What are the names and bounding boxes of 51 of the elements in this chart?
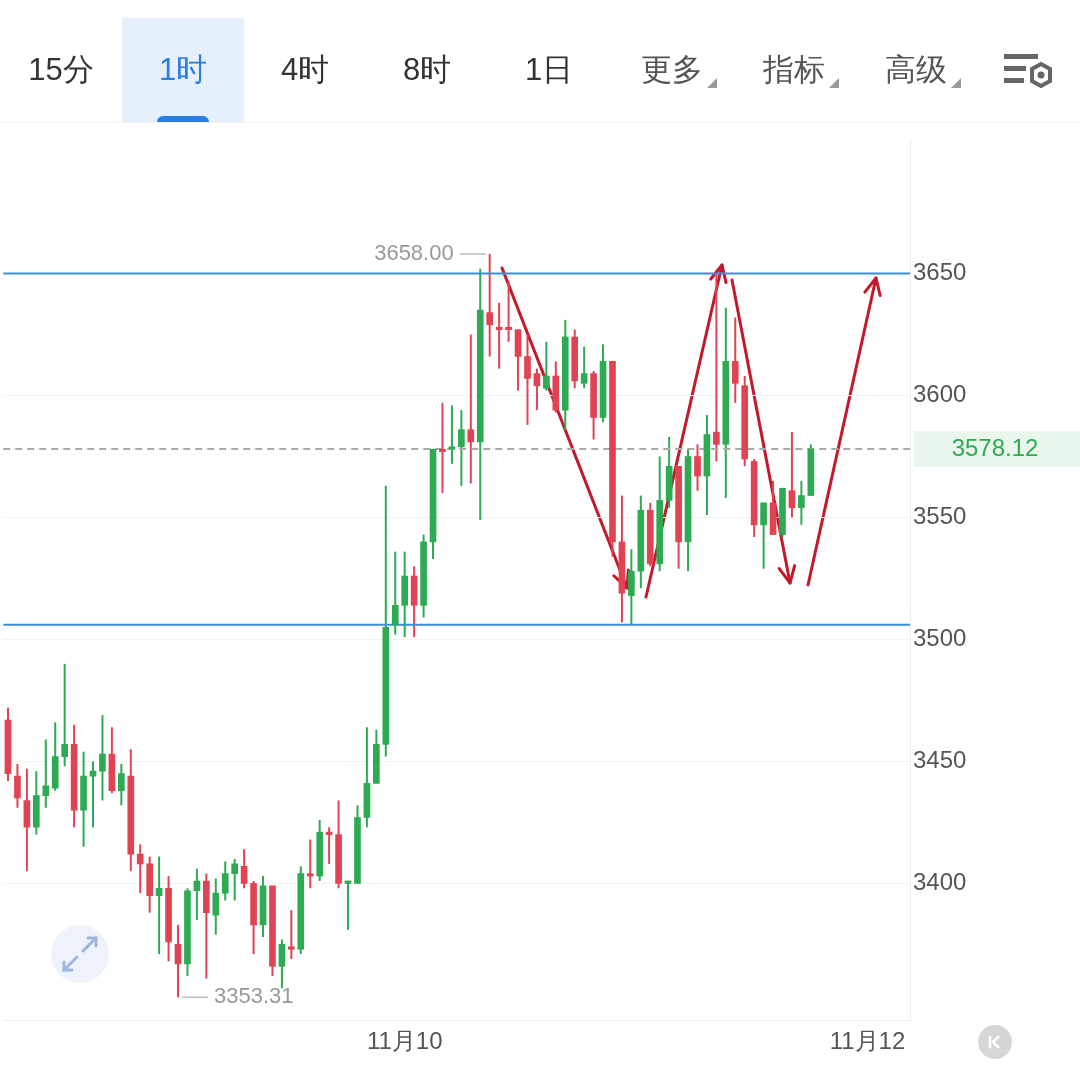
candlestick [391,550,399,636]
annotation: 3353.31 [214,983,294,1009]
ref-line-label: 3578.12 [951,433,1039,461]
text: 15分 [28,51,94,89]
candlestick [458,409,465,487]
text: 8时 [402,51,452,89]
text: 高级 [885,51,947,89]
candlestick [543,340,550,392]
candlestick [467,333,475,485]
candlestick [212,877,220,936]
candlestick [288,909,295,961]
y-tick-label: 3550 [913,502,967,530]
candlestick [155,855,163,956]
candlestick [713,272,720,463]
candlestick [306,838,314,890]
candlestick [788,431,796,519]
candlestick [174,923,182,999]
text: 1时 [158,51,208,89]
annotation: 3658.00 [374,240,454,266]
candlestick [731,316,739,404]
y-tick-label: 3650 [913,258,967,286]
y-tick-label: 3600 [913,380,967,408]
y-tick-label: 3450 [913,746,967,774]
candlestick [231,858,239,902]
y-tick-label: 3400 [913,868,967,896]
text: 更多 [641,51,703,89]
candlestick [14,762,21,809]
candlestick [533,367,541,412]
candlestick [99,714,106,802]
candlestick [136,843,144,895]
candlestick [448,404,456,465]
y-tick-label: 3500 [913,624,967,652]
candlestick [439,401,446,495]
candlestick [524,333,531,426]
candlestick [486,253,494,358]
text: 1日 [524,51,574,89]
text: 4时 [280,51,330,89]
candlestick [580,345,588,390]
text: 指标 [763,51,825,89]
candlestick [240,848,248,890]
candlestick [505,279,512,343]
x-tick-label: 11月12 [829,1027,906,1055]
candlestick [221,860,229,902]
candlestick [42,738,50,809]
candlestick [760,501,767,570]
candlestick [118,762,125,807]
candlestick [694,443,701,492]
x-tick-label: 11月10 [366,1027,443,1055]
candlestick [61,662,68,768]
candlestick [798,479,805,526]
candlestick [278,938,286,990]
